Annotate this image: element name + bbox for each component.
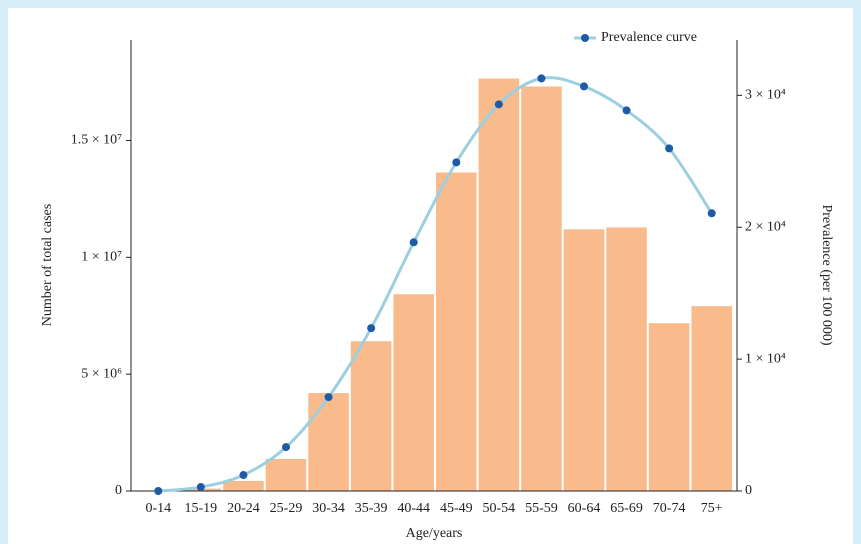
marker xyxy=(282,443,290,452)
x-tick-label: 70-74 xyxy=(653,501,686,516)
y2-tick-label: 2 × 10⁴ xyxy=(745,219,786,234)
x-axis-title: Age/years xyxy=(406,526,463,541)
bar xyxy=(691,306,732,491)
bar xyxy=(308,393,349,491)
bar xyxy=(350,341,392,491)
y-tick-label: 5 × 10⁶ xyxy=(81,366,122,381)
x-tick-label: 75+ xyxy=(701,501,723,516)
legend-marker xyxy=(581,34,589,42)
marker xyxy=(409,238,418,247)
marker xyxy=(622,106,631,115)
legend-label: Prevalence curve xyxy=(601,30,697,45)
line xyxy=(158,76,713,493)
x-tick-label: 65-69 xyxy=(610,501,643,516)
y-tick-label: 1.5 × 10⁷ xyxy=(71,133,122,148)
bar xyxy=(606,227,647,491)
x-tick-label: 60-64 xyxy=(568,501,601,516)
x-tick-label: 45-49 xyxy=(440,501,473,516)
y-axis-title: Number of total cases xyxy=(40,204,55,326)
marker xyxy=(239,471,248,480)
x-tick-label: 55-59 xyxy=(525,501,558,516)
bars xyxy=(180,78,732,491)
marker xyxy=(580,82,588,91)
x-tick-label: 0-14 xyxy=(145,501,171,516)
marker xyxy=(494,100,503,109)
x-tick-label: 50-54 xyxy=(483,501,516,516)
bar xyxy=(265,458,307,491)
bar xyxy=(223,480,264,491)
y-tick-label: 0 xyxy=(115,483,122,498)
x-tick-label: 40-44 xyxy=(397,501,430,516)
marker xyxy=(707,209,716,218)
y2-tick-label: 0 xyxy=(745,483,752,498)
x-tick-label: 30-34 xyxy=(312,501,345,516)
y2-tick-label: 1 × 10⁴ xyxy=(745,351,786,366)
y-tick-label: 1 × 10⁷ xyxy=(81,250,122,265)
marker xyxy=(367,324,376,333)
bar xyxy=(563,229,605,491)
bar xyxy=(478,78,520,491)
bar xyxy=(393,294,434,491)
x-tick-label: 35-39 xyxy=(355,501,388,516)
y2-tick-label: 3 × 10⁴ xyxy=(745,88,786,103)
marker xyxy=(154,487,163,495)
x-tick-label: 20-24 xyxy=(227,501,260,516)
marker xyxy=(537,74,546,83)
x-tick-label: 25-29 xyxy=(270,501,303,516)
marker xyxy=(665,144,674,153)
y2-axis-title: Prevalence (per 100 000) xyxy=(819,204,834,345)
marker xyxy=(324,393,333,402)
bar xyxy=(648,323,690,491)
bar xyxy=(521,86,562,491)
x-tick-label: 15-19 xyxy=(185,501,218,516)
marker xyxy=(196,483,205,492)
marker xyxy=(452,158,461,167)
bar xyxy=(436,172,477,491)
